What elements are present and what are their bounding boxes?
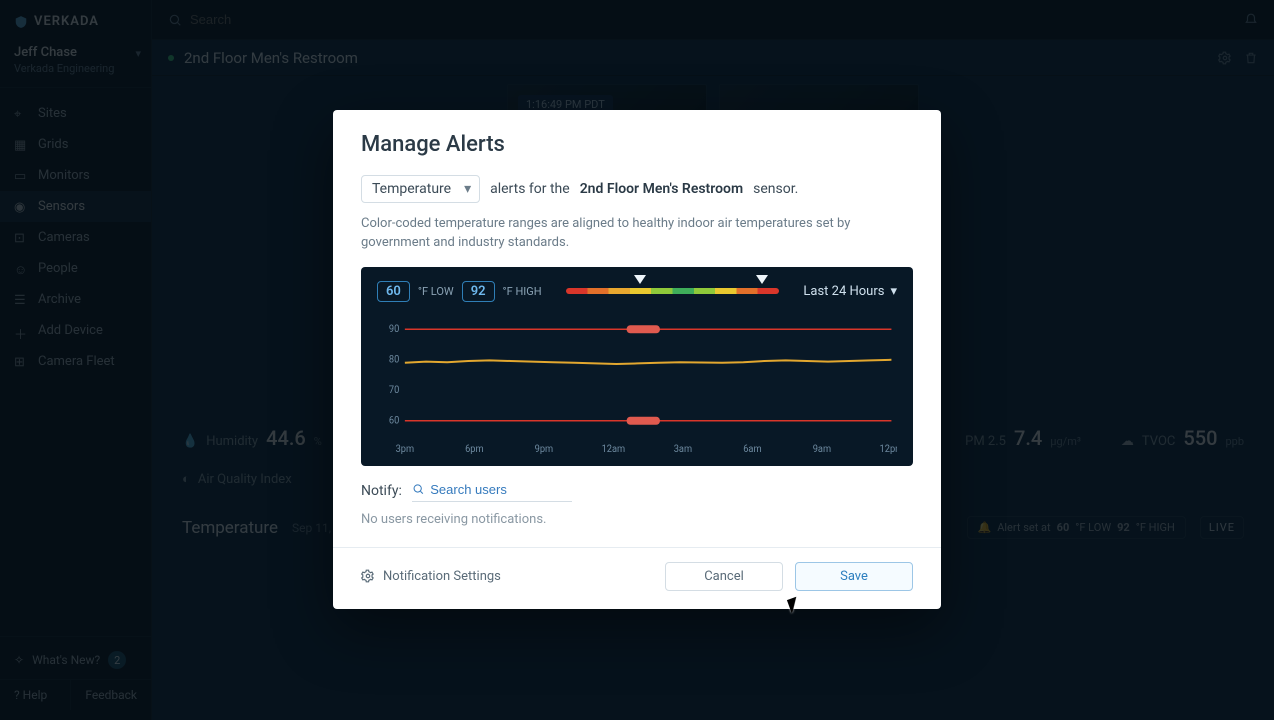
svg-text:3am: 3am <box>674 443 692 454</box>
high-threshold-input[interactable]: 92 <box>462 281 495 302</box>
modal-overlay: Manage Alerts Temperature ▾ alerts for t… <box>0 0 1274 720</box>
alert-type-row: Temperature ▾ alerts for the 2nd Floor M… <box>361 175 913 203</box>
svg-text:6am: 6am <box>743 443 761 454</box>
time-range-select[interactable]: Last 24 Hours ▾ <box>803 284 897 299</box>
notify-user-input[interactable] <box>430 482 572 497</box>
save-button[interactable]: Save <box>795 562 913 591</box>
chart-top-row: 60 °F LOW 92 °F HIGH Last 24 Hours ▾ <box>377 281 897 302</box>
low-threshold-input[interactable]: 60 <box>377 281 410 302</box>
svg-text:3pm: 3pm <box>396 443 415 454</box>
modal-footer: Notification Settings Cancel Save <box>333 547 941 591</box>
alert-type-select[interactable]: Temperature ▾ <box>361 175 480 203</box>
modal-description: Color-coded temperature ranges are align… <box>361 215 913 253</box>
svg-text:12pm: 12pm <box>880 443 897 454</box>
notify-user-search[interactable] <box>412 480 572 502</box>
modal-title: Manage Alerts <box>361 132 913 157</box>
temperature-chart: 90 80 70 60 3pm 6pm 9pm 12am 3am 6am 9am 12pm <box>377 308 897 458</box>
notification-settings-link[interactable]: Notification Settings <box>361 569 501 584</box>
svg-text:12am: 12am <box>602 443 626 454</box>
gradient-bar[interactable] <box>566 282 780 300</box>
cancel-button[interactable]: Cancel <box>665 562 783 591</box>
svg-text:80: 80 <box>389 354 399 365</box>
chart-panel: 60 °F LOW 92 °F HIGH Last 24 Hours ▾ 90 8… <box>361 267 913 466</box>
manage-alerts-modal: Manage Alerts Temperature ▾ alerts for t… <box>333 110 941 609</box>
sensor-name: 2nd Floor Men's Restroom <box>580 181 743 197</box>
svg-text:9am: 9am <box>813 443 831 454</box>
svg-text:70: 70 <box>389 385 399 396</box>
svg-text:6pm: 6pm <box>465 443 484 454</box>
svg-text:60: 60 <box>389 415 399 426</box>
svg-text:90: 90 <box>389 324 399 335</box>
gradient-marker-high-icon[interactable] <box>756 275 768 284</box>
low-threshold-label: °F LOW <box>418 285 454 298</box>
gear-icon <box>361 569 375 583</box>
gradient-marker-low-icon[interactable] <box>634 275 646 284</box>
high-threshold-label: °F HIGH <box>503 285 542 298</box>
chevron-down-icon: ▾ <box>890 284 897 299</box>
svg-text:9pm: 9pm <box>535 443 554 454</box>
search-icon <box>412 482 424 496</box>
notify-label: Notify: <box>361 483 402 499</box>
notify-empty-state: No users receiving notifications. <box>361 512 913 527</box>
chevron-down-icon: ▾ <box>464 181 471 197</box>
notify-row: Notify: <box>361 480 913 502</box>
